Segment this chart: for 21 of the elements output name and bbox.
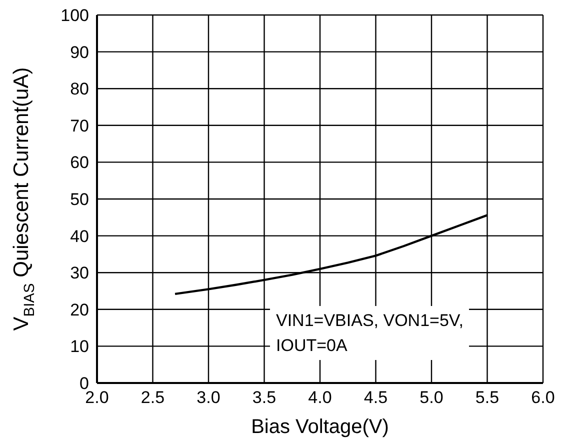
y-tick-label: 100 bbox=[60, 6, 89, 26]
x-tick-label: 5.0 bbox=[420, 388, 444, 408]
annotation: VIN1=VBIAS, VON1=5V, IOUT=0A bbox=[270, 306, 470, 360]
x-tick-label: 4.5 bbox=[364, 388, 388, 408]
x-tick-label: 3.5 bbox=[252, 388, 276, 408]
x-tick-label: 2.0 bbox=[85, 388, 109, 408]
y-tick-label: 90 bbox=[70, 42, 89, 62]
y-tick-label: 60 bbox=[70, 153, 89, 172]
x-tick-label: 5.5 bbox=[475, 388, 500, 408]
y-tick-label: 50 bbox=[70, 190, 89, 210]
x-tick-label: 4.0 bbox=[308, 388, 332, 408]
y-tick-label: 70 bbox=[70, 116, 89, 136]
x-tick-label: 2.5 bbox=[140, 388, 165, 408]
y-tick-label: 30 bbox=[70, 264, 89, 283]
y-tick-label: 80 bbox=[70, 80, 89, 99]
y-tick-label: 40 bbox=[70, 226, 89, 246]
x-tick-label: 3.0 bbox=[196, 388, 220, 408]
x-axis-title: Bias Voltage(V) bbox=[251, 416, 389, 438]
y-tick-label: 10 bbox=[70, 337, 89, 356]
x-tick-label: 6.0 bbox=[531, 388, 555, 408]
y-tick-label: 20 bbox=[70, 300, 89, 320]
